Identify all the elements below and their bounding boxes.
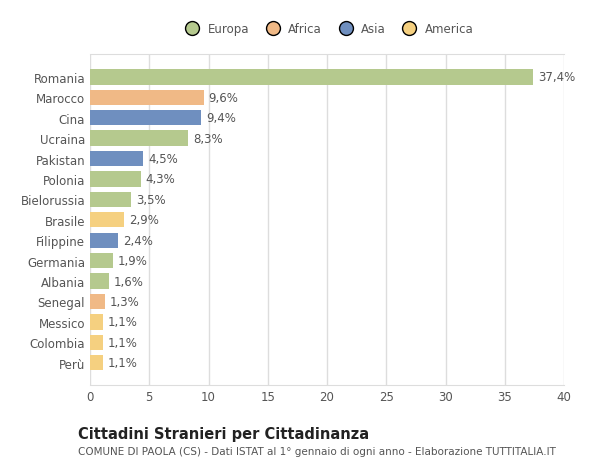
Bar xyxy=(90,335,103,350)
Bar xyxy=(90,131,188,146)
Bar xyxy=(90,90,204,106)
Bar xyxy=(90,213,124,228)
Text: 4,5%: 4,5% xyxy=(148,153,178,166)
Text: 1,3%: 1,3% xyxy=(110,295,140,308)
Text: Cittadini Stranieri per Cittadinanza: Cittadini Stranieri per Cittadinanza xyxy=(78,426,369,441)
Text: 9,4%: 9,4% xyxy=(206,112,236,125)
Bar xyxy=(90,355,103,370)
Text: 1,1%: 1,1% xyxy=(108,357,137,369)
Bar xyxy=(90,314,103,330)
Text: 1,1%: 1,1% xyxy=(108,336,137,349)
Text: 37,4%: 37,4% xyxy=(538,71,575,84)
Text: 3,5%: 3,5% xyxy=(136,193,166,207)
Bar xyxy=(90,192,131,207)
Bar xyxy=(90,172,141,187)
Text: 1,9%: 1,9% xyxy=(117,255,147,268)
Bar xyxy=(90,111,202,126)
Bar xyxy=(90,70,533,85)
Bar xyxy=(90,151,143,167)
Text: 2,4%: 2,4% xyxy=(123,234,153,247)
Text: 4,3%: 4,3% xyxy=(146,173,175,186)
Bar xyxy=(90,294,106,309)
Legend: Europa, Africa, Asia, America: Europa, Africa, Asia, America xyxy=(176,18,478,40)
Bar xyxy=(90,233,118,248)
Bar xyxy=(90,253,113,269)
Bar xyxy=(90,274,109,289)
Text: COMUNE DI PAOLA (CS) - Dati ISTAT al 1° gennaio di ogni anno - Elaborazione TUTT: COMUNE DI PAOLA (CS) - Dati ISTAT al 1° … xyxy=(78,446,556,456)
Text: 9,6%: 9,6% xyxy=(209,92,238,105)
Text: 8,3%: 8,3% xyxy=(193,132,223,146)
Text: 1,1%: 1,1% xyxy=(108,316,137,329)
Text: 1,6%: 1,6% xyxy=(114,275,143,288)
Text: 2,9%: 2,9% xyxy=(129,214,159,227)
